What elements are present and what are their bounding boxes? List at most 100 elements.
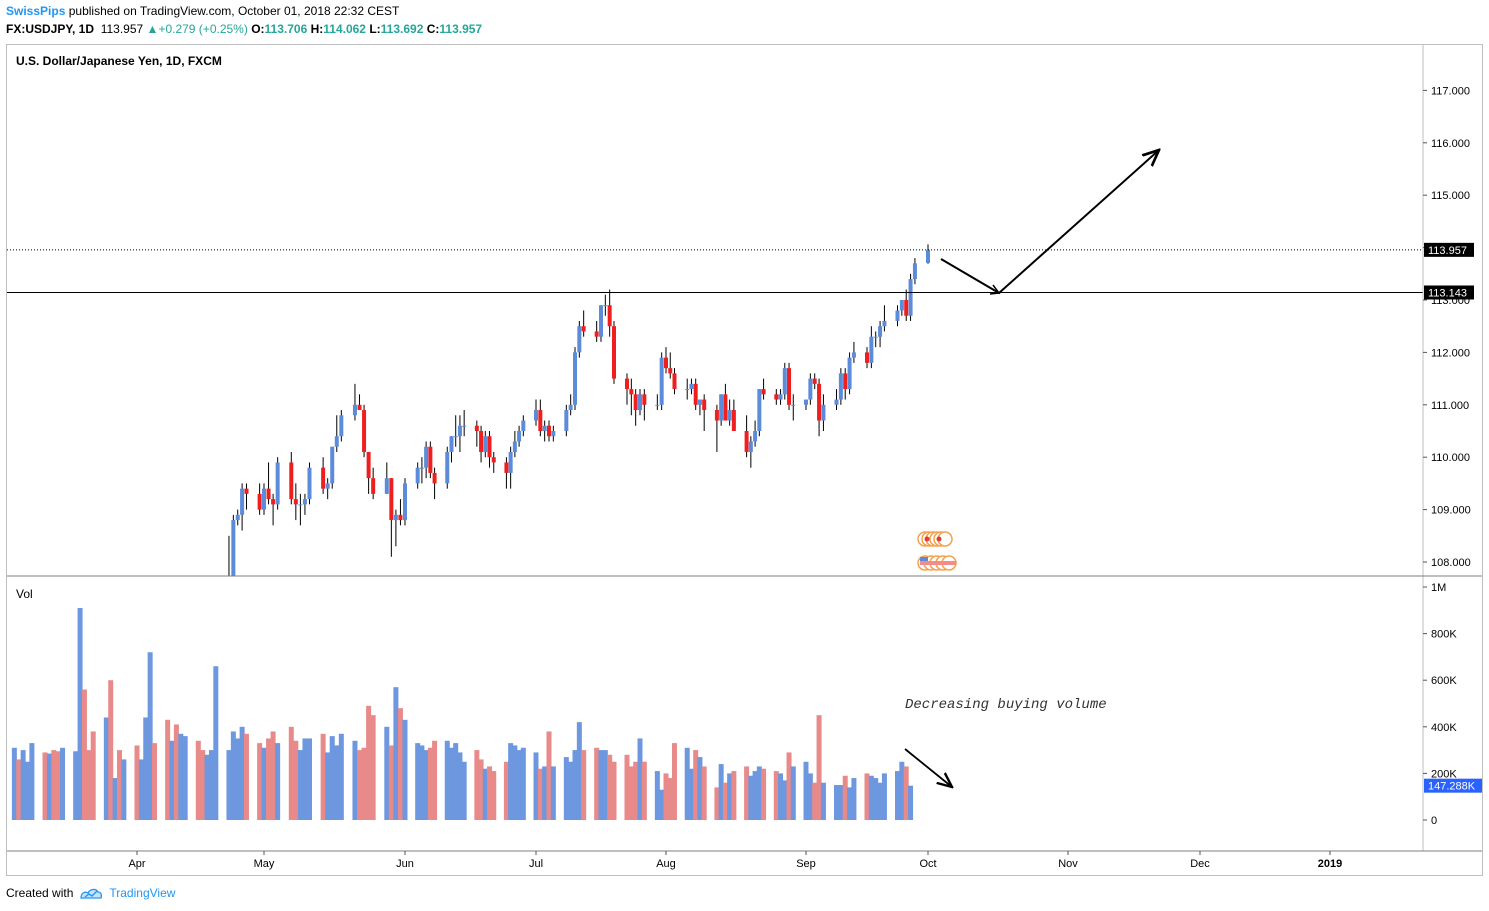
volume-bar xyxy=(121,759,127,820)
candle-body xyxy=(330,446,335,484)
volume-bar xyxy=(546,731,552,820)
candle-body xyxy=(612,326,616,379)
volume-bar xyxy=(834,785,839,820)
candle-body xyxy=(774,394,779,400)
volume-bar xyxy=(899,761,905,820)
candle-body xyxy=(689,383,694,390)
volume-bar xyxy=(204,754,210,820)
candle-body xyxy=(87,677,91,703)
volume-bar xyxy=(297,750,303,820)
volume-bar xyxy=(520,747,526,820)
candle-body xyxy=(899,300,904,311)
volume-bar xyxy=(338,733,344,820)
volume-bar xyxy=(16,759,22,820)
volume-bar xyxy=(701,766,707,820)
candle-body xyxy=(723,394,728,421)
candle-body xyxy=(235,514,240,521)
axes: 117.000116.000115.000114.000113.000112.0… xyxy=(7,45,1482,870)
candle-body xyxy=(731,410,736,431)
volume-bar xyxy=(448,747,454,820)
volume-bar xyxy=(864,773,870,820)
candle-body xyxy=(594,331,599,337)
candle-body xyxy=(551,431,556,437)
candle-body xyxy=(183,593,187,598)
price-tick-label: 111.000 xyxy=(1431,400,1469,412)
volume-bar xyxy=(173,724,179,820)
publish-info: SwissPips published on TradingView.com, … xyxy=(6,4,399,18)
candle-body xyxy=(293,499,298,505)
volume-bar xyxy=(718,764,724,820)
candle-body xyxy=(926,249,930,264)
volume-annotation-text: Decreasing buying volume xyxy=(905,697,1107,713)
candle-body xyxy=(659,357,664,405)
candle-body xyxy=(148,593,152,624)
created-with-text: Created with xyxy=(6,886,74,900)
candle-body xyxy=(878,326,883,337)
volume-bar xyxy=(134,745,140,820)
open-value: 113.706 xyxy=(264,22,308,36)
candle-body xyxy=(424,446,429,468)
tradingview-link[interactable]: TradingView xyxy=(109,886,176,900)
volume-bar xyxy=(487,766,493,820)
volume-bar xyxy=(108,680,114,820)
volume-bar xyxy=(637,738,643,820)
volume-bar xyxy=(366,705,372,820)
candle-body xyxy=(778,394,783,400)
volume-bar xyxy=(275,743,281,820)
candle-body xyxy=(625,378,629,390)
volume-bar xyxy=(178,733,184,820)
volume-bar xyxy=(461,761,467,820)
volume-bar xyxy=(306,738,312,820)
volume-bar xyxy=(200,750,206,820)
volume-bar xyxy=(877,782,883,820)
volume-bar xyxy=(208,750,214,820)
candle-body xyxy=(30,625,34,651)
candle-body xyxy=(748,441,753,452)
candle-body xyxy=(727,410,732,421)
author-link[interactable]: SwissPips xyxy=(6,4,66,18)
volume-bar xyxy=(503,761,509,820)
volume-bar xyxy=(633,761,639,820)
chart-canvas[interactable]: U.S. Dollar/Japanese Yen, 1D, FXCM Vol 1… xyxy=(7,45,1482,875)
volume-bar xyxy=(838,785,844,820)
volume-bar xyxy=(329,736,335,820)
candle-body xyxy=(782,368,787,395)
candle-body xyxy=(240,488,245,515)
price-tick-label: 117.000 xyxy=(1431,85,1470,97)
volume-bar xyxy=(419,745,425,820)
candle-body xyxy=(847,357,852,390)
candle-body xyxy=(257,493,262,510)
candle-body xyxy=(457,425,462,437)
volume-bar xyxy=(903,766,909,820)
symbol-line: FX:USDJPY, 1D 113.957 ▲+0.279 (+0.25%) O… xyxy=(6,22,482,36)
candles-group xyxy=(17,244,930,703)
candle-body xyxy=(603,305,608,307)
chart-frame[interactable]: U.S. Dollar/Japanese Yen, 1D, FXCM Vol 1… xyxy=(6,44,1483,876)
candle-body xyxy=(908,279,913,316)
published-text: published on TradingView.com, October 01… xyxy=(68,4,400,18)
candle-body xyxy=(697,399,702,405)
candle-body xyxy=(573,352,577,405)
volume-bar xyxy=(667,778,673,820)
volume-pane: Vol xyxy=(11,587,914,820)
candle-body xyxy=(74,656,78,666)
candle-body xyxy=(838,373,843,400)
price-pane: U.S. Dollar/Japanese Yen, 1D, FXCM xyxy=(7,54,1423,703)
volume-bar xyxy=(482,768,488,820)
candle-body xyxy=(895,310,900,321)
volume-bar xyxy=(594,747,600,820)
volume-bar xyxy=(803,761,809,820)
volume-bar xyxy=(320,733,326,820)
candle-body xyxy=(817,383,822,421)
volume-bar xyxy=(782,780,788,820)
time-tick-label: May xyxy=(254,858,275,870)
candle-body xyxy=(289,462,294,500)
volume-bar xyxy=(671,743,677,820)
candle-body xyxy=(153,593,157,619)
candle-body xyxy=(761,389,766,395)
candle-body xyxy=(17,656,21,666)
candle-body xyxy=(599,305,603,337)
volume-bar xyxy=(688,768,694,820)
candle-body xyxy=(719,394,724,421)
volume-bar xyxy=(847,787,853,820)
